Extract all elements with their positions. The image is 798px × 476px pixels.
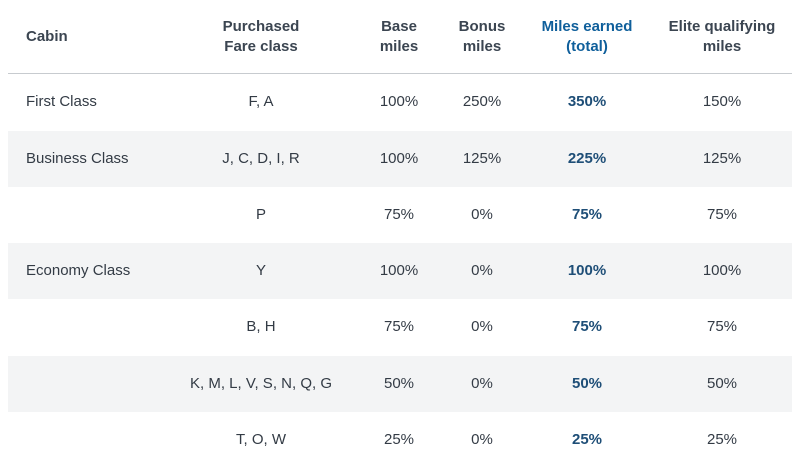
miles-earning-table: Cabin Purchased Fare class Base miles Bo… [8,0,792,468]
miles-earned-cell: 50% [571,375,603,392]
elite-miles-cell: 50% [706,375,738,392]
table-row: First Class F, A 100% 250% 350% 150% [8,74,792,130]
header-total-line1: Miles earned [541,17,633,35]
bonus-miles-cell: 0% [471,206,493,223]
miles-earned-cell: 25% [571,431,603,448]
cabin-cell: Economy Class [26,262,131,279]
miles-earned-cell: 75% [571,206,603,223]
cabin-cell [26,299,176,355]
table-row: Business Class J, C, D, I, R 100% 125% 2… [8,131,792,187]
header-fare-line2: Fare class [224,37,298,55]
fare-class-cell: P [255,206,266,223]
header-fare-class: Purchased Fare class [178,0,344,73]
header-fare-line1: Purchased [222,17,300,35]
cabin-cell: First Class [26,93,97,110]
base-miles-cell: 75% [383,318,415,335]
elite-miles-cell: 25% [706,431,738,448]
header-cabin: Cabin [26,0,176,73]
bonus-miles-cell: 125% [462,150,502,167]
fare-class-cell: K, M, L, V, S, N, Q, G [190,375,332,392]
fare-class-cell: Y [255,262,266,279]
base-miles-cell: 50% [383,375,415,392]
header-total-line2: (total) [566,37,608,55]
header-bonus-line2: miles [462,37,502,55]
bonus-miles-cell: 0% [471,318,493,335]
base-miles-cell: 100% [379,262,419,279]
miles-earned-cell: 75% [571,318,603,335]
cabin-cell: Business Class [26,150,129,167]
header-base-miles: Base miles [361,0,437,73]
elite-miles-cell: 75% [706,318,738,335]
base-miles-cell: 25% [383,431,415,448]
table-header: Cabin Purchased Fare class Base miles Bo… [8,0,792,74]
fare-class-cell: B, H [246,318,276,335]
fare-class-cell: T, O, W [236,431,286,448]
elite-miles-cell: 150% [702,93,742,110]
fare-class-cell: F, A [248,93,274,110]
cabin-cell [26,187,176,243]
elite-miles-cell: 75% [706,206,738,223]
table-row: T, O, W 25% 0% 25% 25% [8,412,792,468]
table-row: P 75% 0% 75% 75% [8,187,792,243]
header-cabin-label: Cabin [26,27,68,45]
miles-earned-cell: 350% [567,93,607,110]
header-base-line1: Base [381,17,417,35]
fare-class-cell: J, C, D, I, R [222,150,300,167]
cabin-cell [26,356,176,412]
header-miles-earned-total: Miles earned (total) [531,0,643,73]
base-miles-cell: 100% [379,93,419,110]
header-elite-qualifying-miles: Elite qualifying miles [657,0,787,73]
bonus-miles-cell: 250% [462,93,502,110]
table-row: K, M, L, V, S, N, Q, G 50% 0% 50% 50% [8,356,792,412]
bonus-miles-cell: 0% [471,262,493,279]
miles-earned-cell: 100% [567,262,607,279]
header-bonus-miles: Bonus miles [444,0,520,73]
header-base-line2: miles [379,37,419,55]
elite-miles-cell: 125% [702,150,742,167]
table-row: B, H 75% 0% 75% 75% [8,299,792,355]
bonus-miles-cell: 0% [471,431,493,448]
bonus-miles-cell: 0% [471,375,493,392]
table-row: Economy Class Y 100% 0% 100% 100% [8,243,792,299]
miles-earned-cell: 225% [567,150,607,167]
base-miles-cell: 100% [379,150,419,167]
header-elite-line1: Elite qualifying [668,17,776,35]
header-bonus-line1: Bonus [458,17,506,35]
base-miles-cell: 75% [383,206,415,223]
cabin-cell [26,412,176,468]
header-elite-line2: miles [702,37,742,55]
elite-miles-cell: 100% [702,262,742,279]
